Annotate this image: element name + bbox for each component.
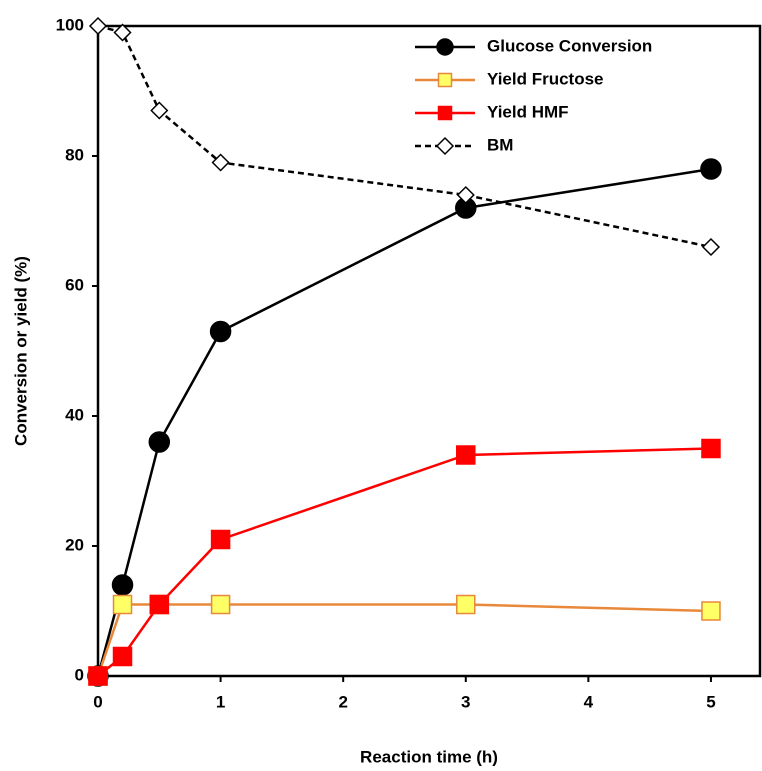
y-tick-label: 20 — [65, 535, 84, 554]
marker — [701, 601, 721, 621]
marker — [88, 666, 108, 686]
marker — [210, 529, 231, 550]
y-tick-label: 80 — [65, 145, 84, 164]
marker — [111, 574, 134, 596]
series-line — [96, 167, 712, 677]
marker — [701, 237, 721, 257]
legend-label: BM — [487, 135, 513, 154]
x-axis-title: Reaction time (h) — [360, 747, 498, 766]
legend-marker — [437, 105, 453, 121]
marker — [209, 320, 232, 343]
marker — [456, 185, 475, 205]
legend-marker — [437, 72, 453, 88]
y-tick-label: 60 — [65, 275, 84, 294]
marker — [113, 23, 132, 42]
legend-marker — [435, 136, 455, 156]
marker — [112, 594, 133, 615]
x-tick-label: 4 — [584, 692, 594, 711]
x-tick-label: 1 — [216, 692, 225, 711]
legend-label: Yield Fructose — [487, 69, 604, 88]
marker — [456, 594, 476, 615]
y-tick-label: 100 — [56, 15, 84, 34]
x-tick-label: 5 — [706, 692, 715, 711]
legend-label: Glucose Conversion — [487, 36, 652, 55]
legend-marker — [436, 38, 454, 56]
series-line — [97, 24, 712, 249]
marker — [211, 153, 230, 172]
marker — [210, 594, 231, 615]
marker — [701, 438, 721, 459]
marker — [150, 101, 169, 120]
marker — [149, 594, 170, 615]
marker — [88, 16, 108, 36]
series-line — [97, 447, 711, 677]
y-tick-label: 0 — [75, 665, 84, 684]
x-tick-label: 3 — [461, 692, 470, 711]
marker — [148, 431, 171, 453]
marker — [112, 646, 133, 667]
marker — [456, 445, 476, 465]
x-tick-label: 0 — [93, 692, 102, 711]
y-axis-title: Conversion or yield (%) — [11, 256, 30, 446]
marker — [700, 158, 722, 180]
plot-frame — [96, 24, 762, 678]
series-line — [96, 603, 711, 677]
y-tick-label: 40 — [65, 405, 84, 424]
legend-label: Yield HMF — [487, 102, 569, 121]
x-tick-label: 2 — [338, 692, 347, 711]
